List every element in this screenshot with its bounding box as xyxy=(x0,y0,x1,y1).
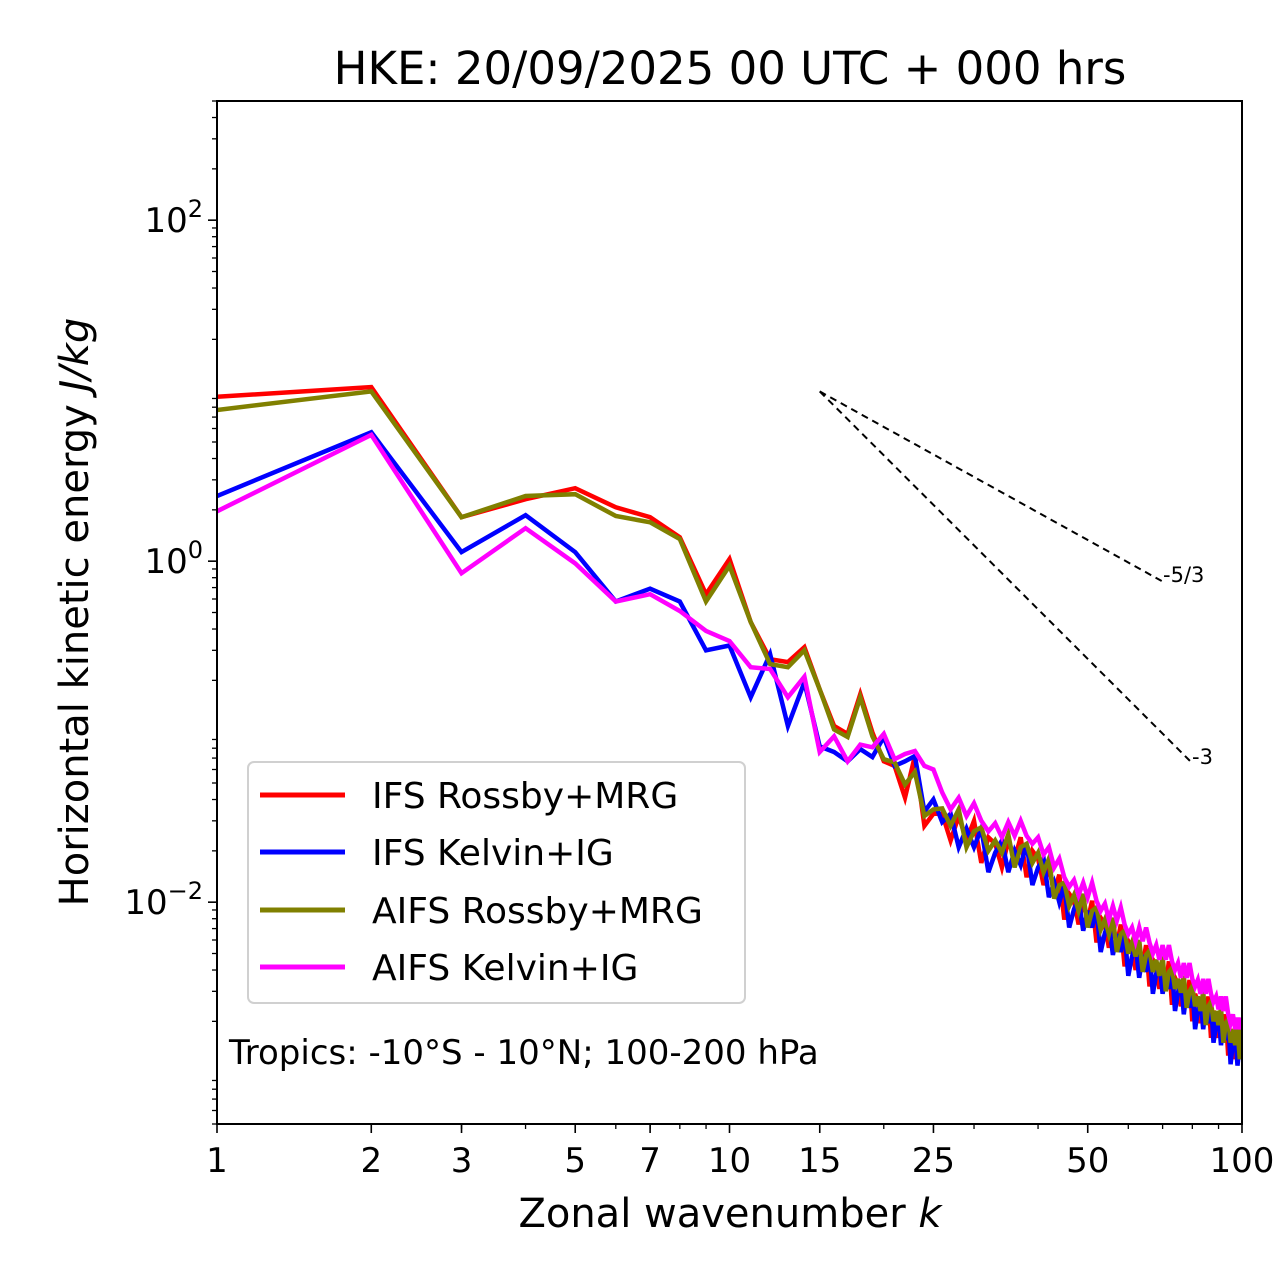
x-tick-label: 100 xyxy=(1210,1141,1275,1181)
legend-label-aifs-kelvin: AIFS Kelvin+IG xyxy=(372,948,638,989)
reference-line-minus-3 xyxy=(819,390,1194,764)
legend-label-ifs-rossby: IFS Rossby+MRG xyxy=(372,776,678,817)
x-axis-label: Zonal wavenumber k xyxy=(518,1191,943,1237)
ref-label-minus-3: -3 xyxy=(1192,745,1213,769)
x-tick-label: 1 xyxy=(206,1141,228,1181)
x-tick-label: 10 xyxy=(708,1141,751,1181)
x-axis-label-var: k xyxy=(918,1191,943,1237)
x-axis-label-text: Zonal wavenumber xyxy=(518,1191,906,1237)
svg-text:Horizontal kinetic energy J/kg: Horizontal kinetic energy J/kg xyxy=(52,318,98,907)
y-axis-label-text: Horizontal kinetic energy xyxy=(52,404,98,906)
y-tick-label: 102 xyxy=(144,195,203,241)
series-line-aifs-kelvin-ig xyxy=(217,431,1242,1033)
reference-line-minus-5-3 xyxy=(819,390,1164,583)
x-tick-label: 15 xyxy=(798,1141,841,1181)
legend-box xyxy=(247,761,746,1004)
y-axis-label-unit: J/kg xyxy=(52,318,98,399)
y-tick-label: 100 xyxy=(144,536,203,582)
x-tick-label: 25 xyxy=(912,1141,955,1181)
legend-label-ifs-kelvin: IFS Kelvin+IG xyxy=(372,833,614,874)
chart-title: HKE: 20/09/2025 00 UTC + 000 hrs xyxy=(334,42,1127,95)
x-tick-label: 5 xyxy=(564,1141,586,1181)
region-annotation: Tropics: -10°S - 10°N; 100-200 hPa xyxy=(228,1033,819,1073)
ref-label-minus-5-3: -5/3 xyxy=(1163,563,1204,587)
x-tick-label: 2 xyxy=(360,1141,382,1181)
x-tick-label: 7 xyxy=(639,1141,661,1181)
x-tick-label: 50 xyxy=(1066,1141,1109,1181)
legend: IFS Rossby+MRG IFS Kelvin+IG AIFS Rossby… xyxy=(247,761,746,1004)
legend-label-aifs-rossby: AIFS Rossby+MRG xyxy=(372,891,703,932)
y-tick-label: 10−2 xyxy=(124,877,203,923)
x-tick-label: 3 xyxy=(451,1141,473,1181)
y-axis-label: Horizontal kinetic energy J/kg xyxy=(52,318,98,907)
series-line-aifs-rossby-mrg xyxy=(217,389,1242,1060)
